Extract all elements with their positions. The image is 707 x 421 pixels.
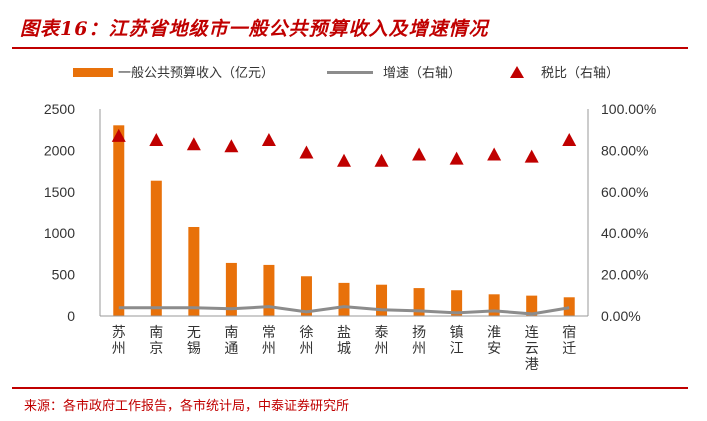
- chart-title: 图表16：江苏省地级市一般公共预算收入及增速情况: [20, 18, 489, 40]
- category-label: 州: [299, 341, 313, 357]
- legend-marker-swatch: [510, 66, 524, 78]
- left-axis-tick-label: 2000: [44, 142, 75, 158]
- left-axis-tick-label: 2500: [44, 101, 75, 117]
- right-axis-tick-label: 60.00%: [601, 184, 648, 200]
- bar-revenue: [376, 284, 388, 316]
- category-label: 连: [525, 325, 539, 341]
- category-label: 泰: [375, 325, 389, 341]
- bar-revenue: [563, 297, 575, 316]
- tax-ratio-marker: [186, 137, 201, 151]
- right-axis-tick-label: 100.00%: [601, 101, 656, 117]
- tax-ratio-marker: [299, 145, 314, 159]
- category-label: 州: [412, 341, 426, 357]
- category-label: 州: [112, 341, 126, 357]
- legend-bar-swatch: [73, 68, 113, 77]
- bar-revenue: [188, 226, 200, 316]
- bar-revenue: [526, 295, 538, 316]
- source-note: 来源：各市政府工作报告，各市统计局，中泰证券研究所: [24, 399, 350, 414]
- category-label: 南: [224, 325, 238, 341]
- tax-ratio-marker: [487, 147, 502, 161]
- category-label: 迁: [562, 341, 576, 357]
- tax-ratio-marker: [261, 133, 276, 147]
- tax-ratio-marker: [224, 139, 239, 153]
- bar-revenue: [300, 276, 312, 316]
- category-label: 州: [375, 341, 389, 357]
- bar-revenue: [113, 125, 125, 316]
- category-label: 通: [224, 341, 238, 357]
- category-label: 州: [262, 341, 276, 357]
- category-label: 镇: [450, 325, 464, 341]
- legend-marker-label: 税比（右轴）: [541, 66, 619, 81]
- category-label: 常: [262, 325, 276, 341]
- footer-divider: [12, 387, 688, 389]
- category-label: 安: [487, 341, 501, 357]
- left-axis-tick-label: 1500: [44, 184, 75, 200]
- tax-ratio-marker: [562, 133, 577, 147]
- bar-revenue: [150, 180, 162, 316]
- tax-ratio-marker: [412, 147, 427, 161]
- category-label: 云: [525, 341, 539, 357]
- growth-line: [118, 305, 570, 316]
- tax-ratio-marker: [449, 151, 464, 165]
- bar-revenue: [338, 282, 350, 316]
- right-axis-tick-label: 40.00%: [601, 225, 648, 241]
- category-label: 京: [149, 341, 163, 357]
- left-axis-tick-label: 500: [52, 267, 76, 283]
- category-label: 盐: [337, 325, 351, 341]
- bar-revenue: [263, 264, 275, 316]
- tax-ratio-marker: [524, 149, 539, 163]
- category-label: 扬: [412, 325, 426, 341]
- category-label: 港: [525, 357, 539, 373]
- left-axis-tick-label: 1000: [44, 225, 75, 241]
- bar-revenue: [413, 288, 425, 316]
- tax-ratio-marker: [149, 133, 164, 147]
- category-label: 宿: [562, 324, 576, 341]
- bar-revenue: [225, 262, 237, 316]
- right-axis-tick-label: 0.00%: [601, 308, 641, 324]
- bar-revenue: [451, 290, 463, 316]
- legend-line-label: 增速（右轴）: [383, 66, 461, 81]
- category-label: 南: [149, 325, 163, 341]
- legend-bar-label: 一般公共预算收入（亿元）: [118, 65, 274, 81]
- category-label: 淮: [487, 325, 501, 341]
- category-label: 苏: [112, 325, 126, 341]
- left-axis-tick-label: 0: [67, 308, 75, 324]
- tax-ratio-marker: [111, 128, 126, 142]
- title-divider: [12, 47, 688, 49]
- right-axis-tick-label: 20.00%: [601, 267, 648, 283]
- category-label: 江: [450, 341, 464, 357]
- category-label: 无: [187, 325, 201, 341]
- right-axis-tick-label: 80.00%: [601, 142, 648, 158]
- category-label: 徐: [299, 325, 313, 341]
- category-label: 城: [337, 341, 351, 357]
- tax-ratio-marker: [337, 153, 351, 167]
- tax-ratio-marker: [374, 153, 389, 167]
- category-label: 锡: [187, 341, 201, 357]
- bar-revenue: [488, 294, 500, 316]
